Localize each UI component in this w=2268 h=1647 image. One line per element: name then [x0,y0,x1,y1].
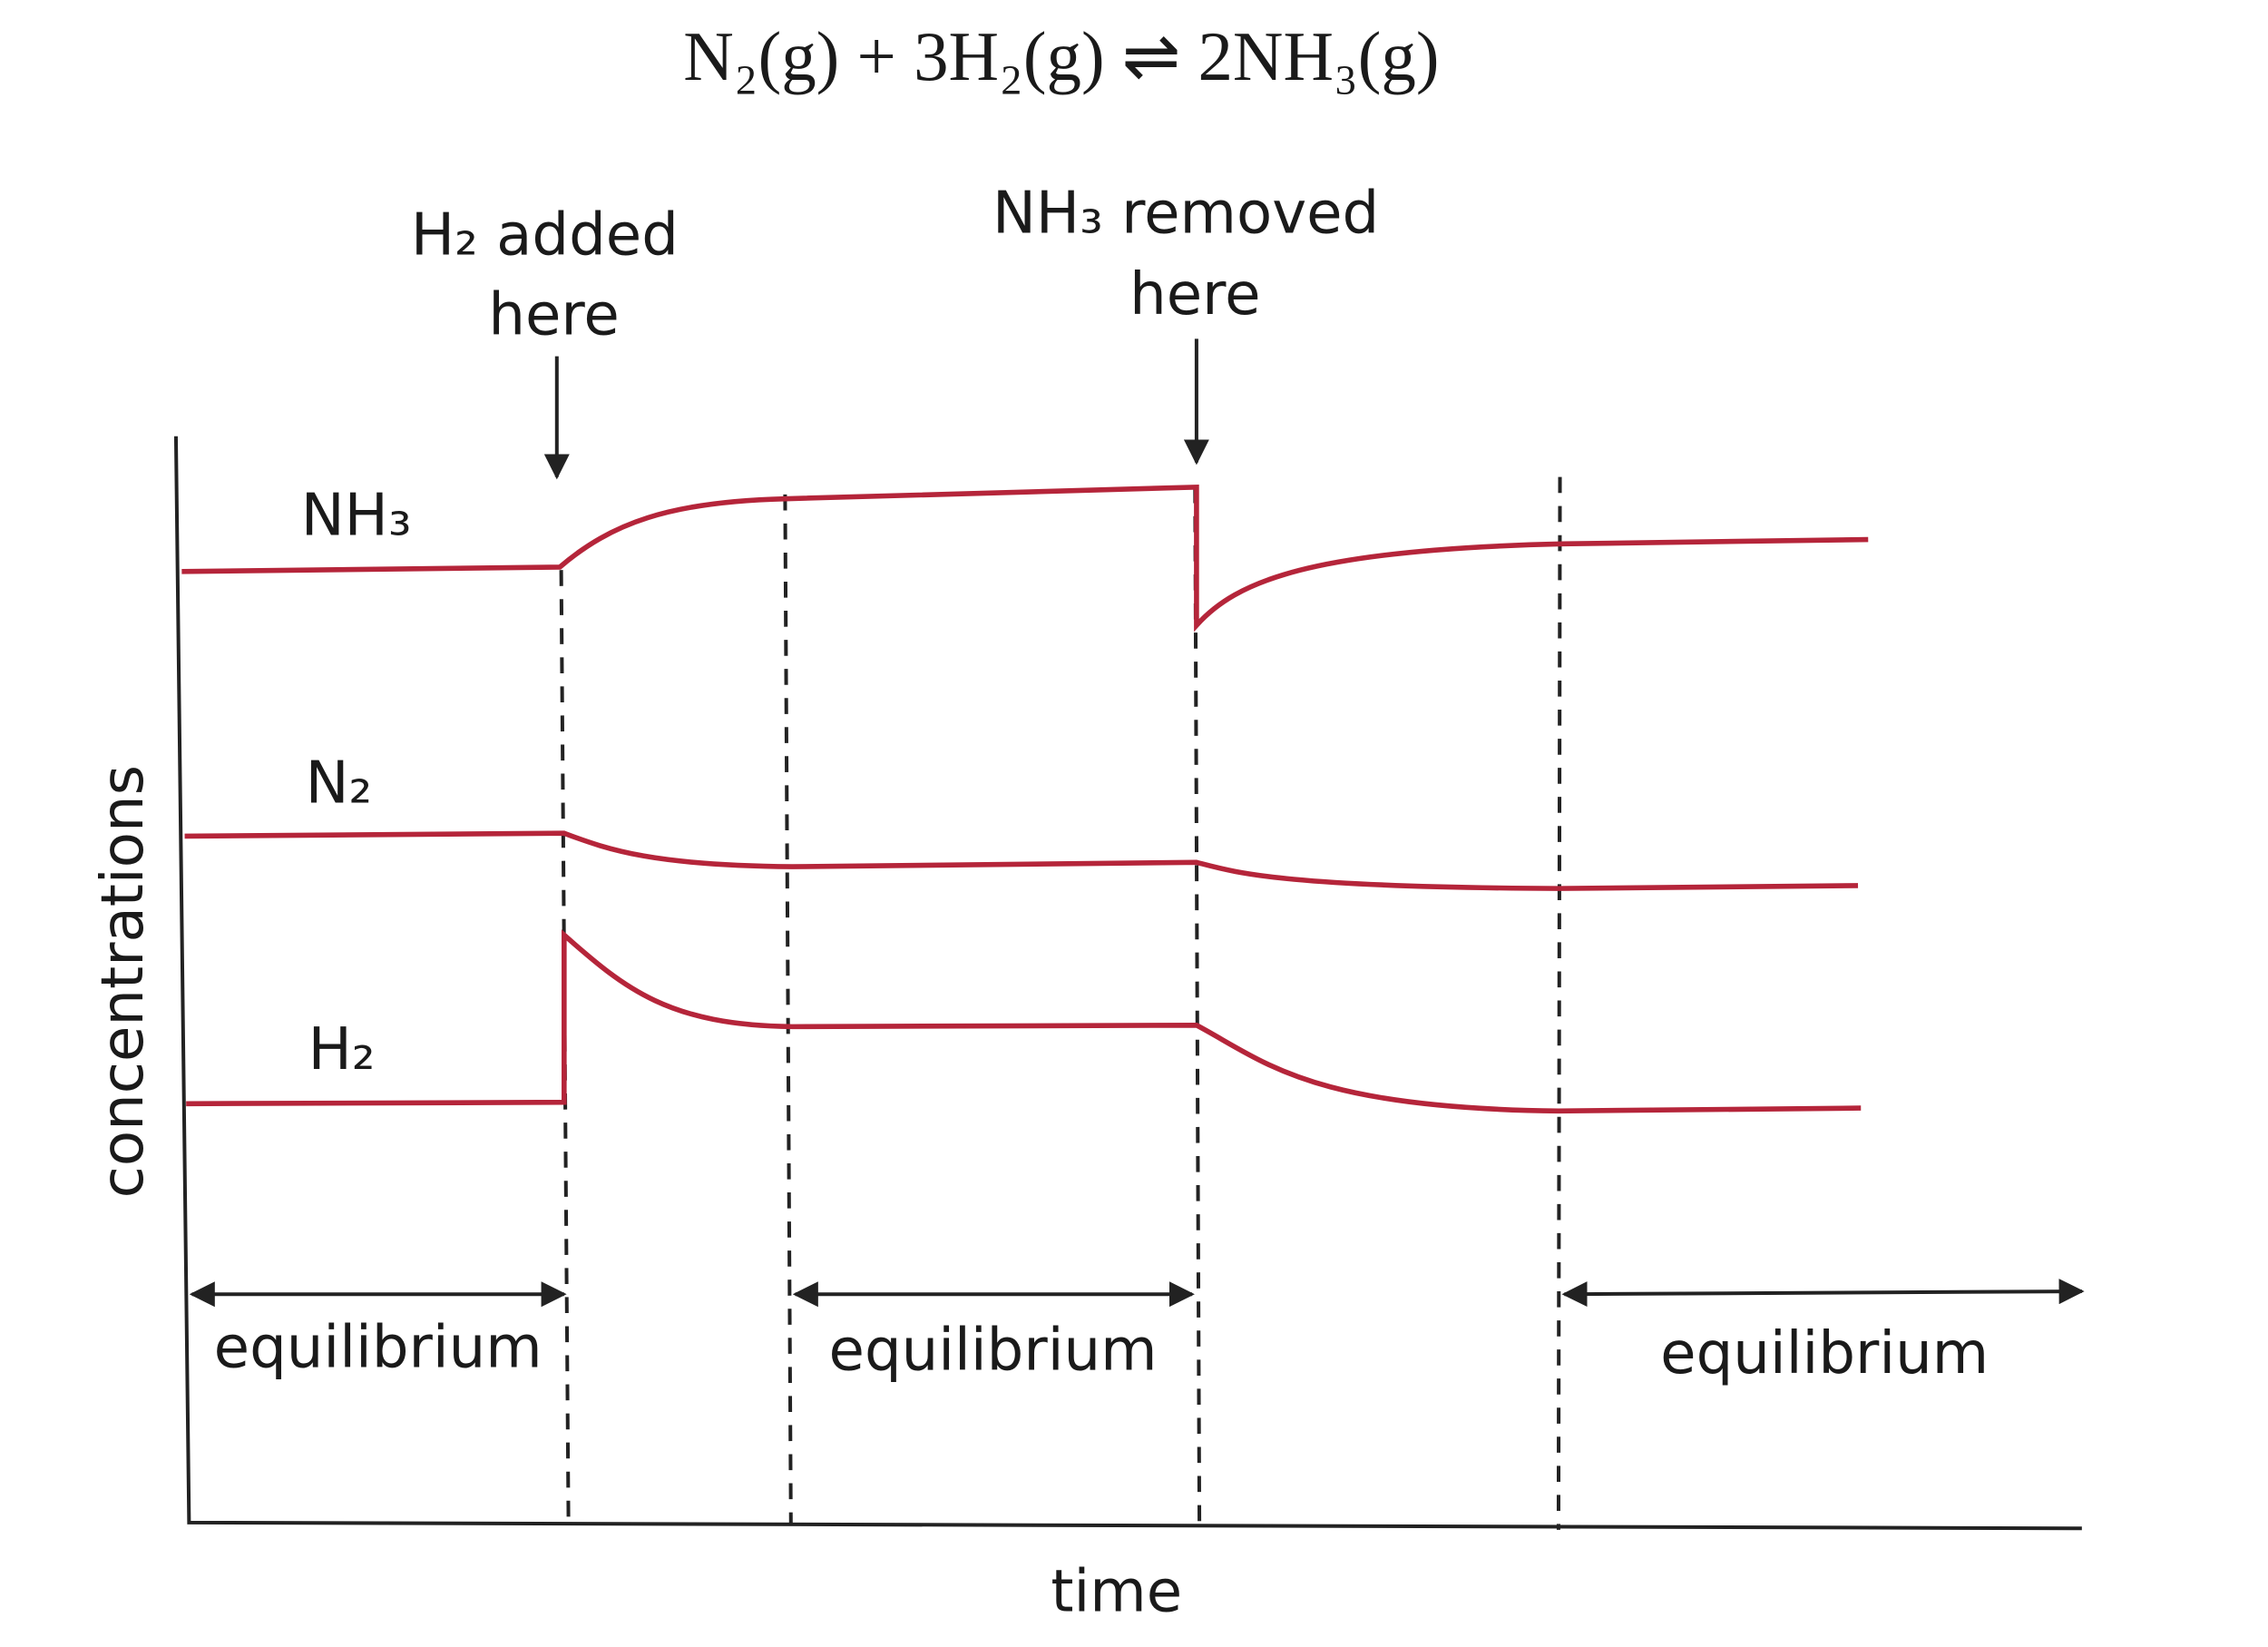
period-label: equilibrium [214,1314,543,1381]
annotation-line: here [488,282,619,349]
curve-label: H₂ [308,1016,376,1083]
curve-label: N₂ [306,750,373,818]
curve-label: NH₃ [301,483,412,550]
h2-curve [186,929,1862,1114]
period-label: equilibrium [1660,1320,1989,1387]
nh3-curve [181,484,1869,632]
annotation: H₂ added here [411,201,697,348]
period-label: equilibrium [829,1318,1158,1385]
x-axis-label: time [1051,1559,1182,1626]
equation: N₂(g) + 3H₂(g) ⇌ 2NH₃(g) [683,17,1439,95]
annotation-line: H₂ added [411,201,679,269]
annotation-line: here [1129,261,1260,328]
annotation: NH₃ removed here [992,180,1398,328]
n2-curve [184,830,1859,891]
period-arrow [1561,1279,2085,1308]
axes [173,436,2082,1531]
annotation-line: NH₃ removed [992,180,1379,247]
y-axis-label: concentrations [90,765,157,1198]
